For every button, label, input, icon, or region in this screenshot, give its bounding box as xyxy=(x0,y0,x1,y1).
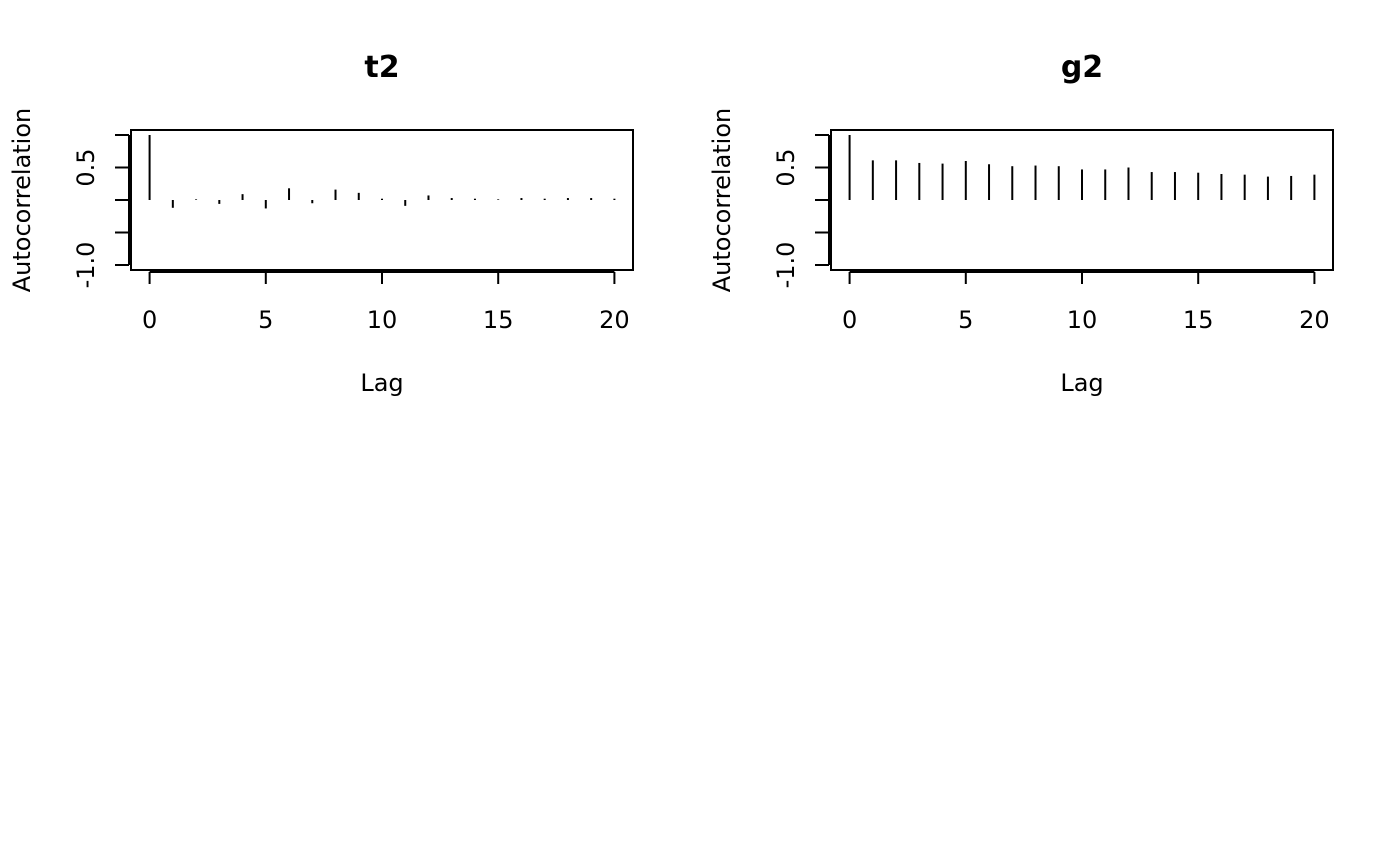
y-axis-label: Autocorrelation xyxy=(8,108,36,293)
acf-panel-g2: g2 -1.0 0.5 0 5 10 15 20 Lag Autocorrelation xyxy=(708,50,1334,397)
y-tick-label: -1.0 xyxy=(72,242,100,289)
x-axis-label: Lag xyxy=(360,369,403,397)
x-tick-label: 10 xyxy=(367,306,398,334)
x-tick-label: 10 xyxy=(1067,306,1098,334)
y-axis-label: Autocorrelation xyxy=(708,108,736,293)
x-tick-label: 15 xyxy=(1183,306,1214,334)
chart-title: t2 xyxy=(364,50,399,85)
chart-title: g2 xyxy=(1061,50,1103,85)
plot-frame xyxy=(830,129,1334,271)
x-tick-label: 0 xyxy=(842,306,857,334)
y-tick-label: -1.0 xyxy=(772,242,800,289)
y-tick-label: 0.5 xyxy=(772,148,800,186)
acf-panel-t2: t2 -1.0 0.5 0 5 10 15 20 Lag Autocorrelation xyxy=(8,50,634,397)
x-tick-label: 0 xyxy=(142,306,157,334)
x-tick-label: 20 xyxy=(599,306,630,334)
y-tick-label: 0.5 xyxy=(72,148,100,186)
x-tick-label: 15 xyxy=(483,306,514,334)
x-tick-label: 5 xyxy=(958,306,973,334)
x-tick-label: 5 xyxy=(258,306,273,334)
plot-frame xyxy=(130,129,634,271)
x-axis-label: Lag xyxy=(1060,369,1103,397)
x-tick-label: 20 xyxy=(1299,306,1330,334)
